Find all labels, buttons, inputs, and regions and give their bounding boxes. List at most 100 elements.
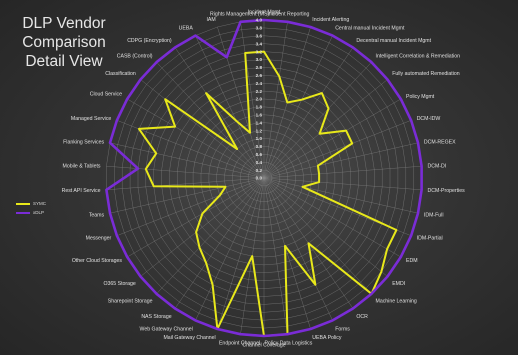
- grid-spoke: [140, 79, 265, 179]
- tick-label: 2.0: [256, 97, 263, 102]
- grid-spoke: [263, 62, 372, 179]
- category-label: CDPG (Encryption): [127, 38, 172, 44]
- grid-spoke: [174, 47, 265, 179]
- category-label: NAS Storage: [141, 314, 171, 320]
- grid-spoke: [109, 142, 265, 179]
- grid-spoke: [240, 21, 265, 179]
- category-label: DCM-IDW: [417, 116, 441, 122]
- tick-label: 0.0: [256, 176, 263, 181]
- tick-label: 3.2: [256, 49, 263, 54]
- category-label: Messenger: [86, 236, 112, 242]
- grid-spoke: [263, 21, 288, 179]
- tick-label: 1.0: [256, 136, 263, 141]
- grid-spoke: [109, 177, 265, 214]
- category-label: Forms: [335, 326, 350, 332]
- category-label: Other Cloud Storages: [72, 258, 123, 264]
- chart-title-line: Comparison: [22, 34, 106, 51]
- category-label: EMDI: [392, 281, 405, 287]
- category-label: Endpoint Channel: [219, 341, 260, 347]
- category-label: Teams: [89, 212, 105, 218]
- tick-label: 1.8: [256, 105, 263, 110]
- grid-spoke: [263, 98, 401, 179]
- grid-spoke: [263, 165, 422, 179]
- category-label: Rest API Service: [62, 188, 101, 194]
- tick-label: 0.2: [256, 168, 263, 173]
- grid-spoke: [263, 177, 333, 321]
- grid-spoke: [263, 177, 288, 335]
- grid-spoke: [263, 35, 333, 179]
- grid-spoke: [127, 177, 265, 258]
- category-label: OCR: [356, 314, 368, 320]
- grid-spoke: [263, 177, 311, 330]
- category-label: Central manual Incident Mgmt: [335, 26, 405, 32]
- grid-spoke: [263, 177, 419, 214]
- category-label: Mobile & Tablets: [63, 164, 101, 170]
- tick-label: 2.4: [256, 81, 263, 86]
- grid-spoke: [217, 177, 265, 330]
- legend-label: xDLP: [33, 210, 45, 215]
- grid-spoke: [156, 177, 265, 294]
- grid-spoke: [156, 62, 265, 179]
- grid-spoke: [263, 47, 354, 179]
- category-label: Policy Mgmt: [406, 94, 435, 100]
- series-line-xdlp: [105, 18, 423, 338]
- category-label: Mail Gateway Channel: [163, 335, 215, 341]
- grid-spoke: [217, 26, 265, 179]
- category-label: Rights Management (MS): [210, 11, 269, 17]
- grid-spoke: [140, 177, 265, 277]
- chart-title-line: DLP Vendor: [22, 15, 106, 32]
- tick-label: 2.2: [256, 89, 263, 94]
- category-label: Incident Mgmt: [248, 10, 281, 16]
- grid-spoke: [263, 177, 422, 191]
- tick-label: 1.6: [256, 113, 263, 118]
- category-label: Incident Reporting: [267, 11, 309, 17]
- legend-swatch: [16, 211, 30, 214]
- category-label: Fully automated Remediation: [392, 71, 460, 77]
- tick-label: 3.0: [256, 57, 263, 62]
- category-label: Policy Data Logistics: [264, 341, 312, 347]
- grid-spoke: [195, 35, 265, 179]
- chart-title-line: Detail View: [25, 53, 103, 70]
- category-label: Sharepoint Storage: [108, 299, 153, 305]
- legend: SYMC xDLP: [16, 199, 46, 217]
- category-label: Machine Learning: [376, 299, 417, 305]
- tick-label: 1.2: [256, 128, 263, 133]
- legend-swatch: [16, 202, 30, 205]
- grid-spoke: [263, 177, 372, 294]
- grid-spoke: [263, 177, 388, 277]
- category-label: DCM-DI: [428, 164, 447, 170]
- category-label: IDM-Partial: [417, 236, 443, 242]
- category-label: Classification: [105, 71, 136, 77]
- category-label: IAM: [206, 17, 215, 23]
- grid-spoke: [127, 98, 265, 179]
- category-label: Incident Alerting: [312, 17, 349, 23]
- category-label: EDM: [406, 258, 418, 264]
- grid-spoke: [263, 120, 412, 179]
- tick-label: 0.4: [256, 160, 263, 165]
- category-label: Channel Coverage: [242, 343, 285, 349]
- tick-label: 3.8: [256, 26, 263, 31]
- legend-label: SYMC: [33, 201, 47, 206]
- grid-spoke: [106, 165, 265, 179]
- category-label: DCM-Properties: [428, 188, 466, 194]
- tick-label: 3.6: [256, 34, 263, 39]
- category-label: Flanking Services: [63, 139, 104, 145]
- grid-spoke: [263, 142, 419, 179]
- tick-label: 3.4: [256, 41, 263, 46]
- grid-spoke: [263, 79, 388, 179]
- tick-label: 2.6: [256, 73, 263, 78]
- category-label: Managed Service: [71, 116, 111, 122]
- grid-spoke: [116, 120, 265, 179]
- category-label: Intelligent Correlation & Remediation: [376, 53, 461, 59]
- series-line-symc: [138, 50, 398, 337]
- category-label: IDM-Full: [424, 212, 444, 218]
- legend-item-symc: SYMC: [16, 199, 46, 208]
- category-label: Decentral manual Incident Mgmt: [356, 38, 431, 44]
- grid-spoke: [263, 177, 401, 258]
- category-label: Web Gateway Channel: [140, 326, 193, 332]
- grid-spoke: [174, 177, 265, 309]
- category-label: UEBA Policy: [312, 335, 342, 341]
- tick-label: 4.0: [256, 18, 263, 23]
